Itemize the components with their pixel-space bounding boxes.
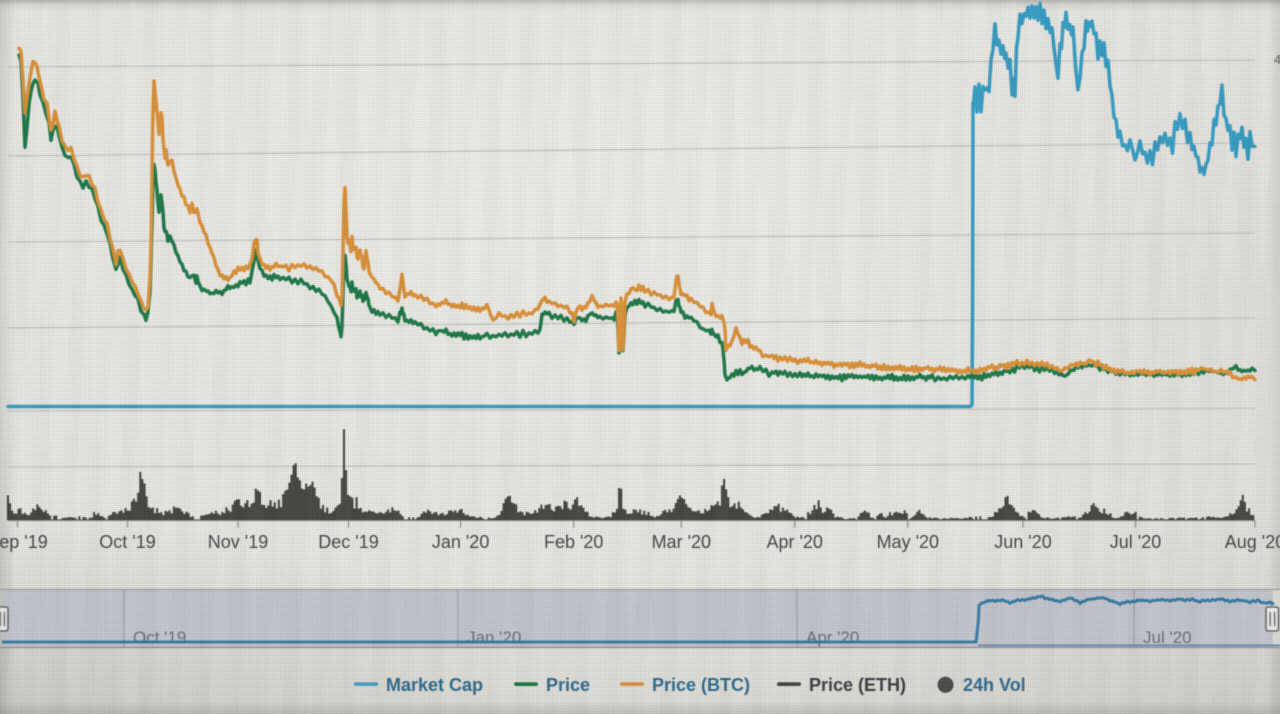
svg-text:4: 4 [1274,52,1280,67]
svg-text:Apr '20: Apr '20 [766,532,822,552]
svg-text:Sep '19: Sep '19 [0,532,48,552]
svg-text:Price: Price [546,675,590,695]
svg-text:Feb '20: Feb '20 [544,532,603,552]
svg-text:Apr '20: Apr '20 [806,628,859,647]
svg-text:Price (BTC): Price (BTC) [652,675,750,695]
svg-text:Dec '19: Dec '19 [318,532,378,552]
svg-text:Jan '20: Jan '20 [467,628,521,647]
svg-text:Jan '20: Jan '20 [432,532,489,552]
svg-text:Jul '20: Jul '20 [1110,532,1161,552]
svg-text:Mar '20: Mar '20 [652,532,711,552]
svg-text:Jul '20: Jul '20 [1143,628,1192,647]
svg-text:24h Vol: 24h Vol [963,675,1026,695]
svg-text:Price (ETH): Price (ETH) [809,675,906,695]
svg-text:Market Cap: Market Cap [386,675,483,695]
svg-text:Oct '19: Oct '19 [99,532,155,552]
svg-text:Jun '20: Jun '20 [994,532,1051,552]
svg-text:May '20: May '20 [877,532,939,552]
svg-text:Nov '19: Nov '19 [208,532,268,552]
svg-text:Aug '20: Aug '20 [1225,532,1280,552]
svg-text:Oct '19: Oct '19 [133,628,186,647]
